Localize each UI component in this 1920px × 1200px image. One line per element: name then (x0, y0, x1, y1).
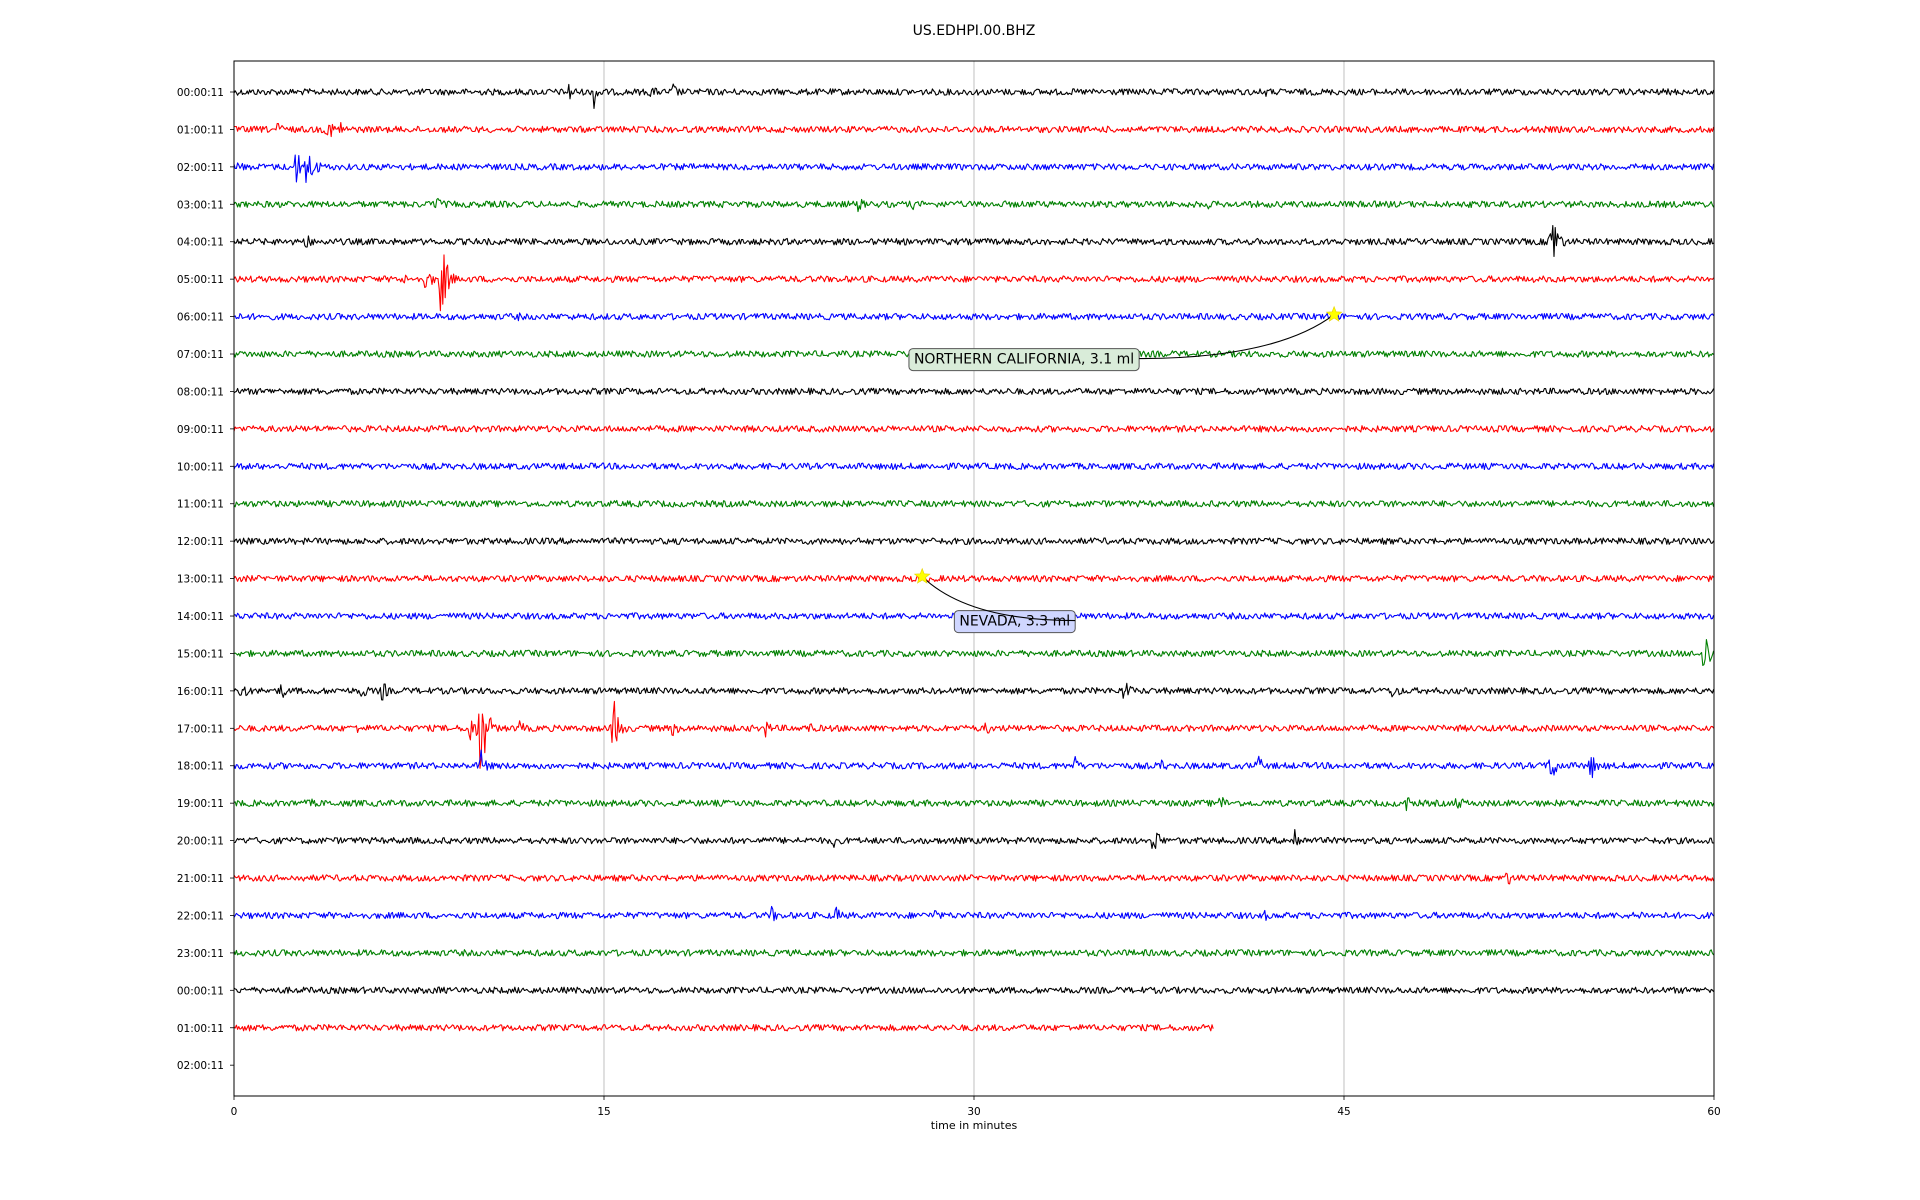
trace-13 (233, 574, 1715, 583)
trace-22 (233, 905, 1715, 922)
chart-title: US.EDHPI.00.BHZ (913, 23, 1036, 39)
y-tick-label: 18:00:11 (177, 761, 224, 773)
y-tick-label: 01:00:11 (177, 1023, 224, 1035)
x-axis-label: time in minutes (931, 1119, 1018, 1132)
trace-0 (233, 83, 1715, 109)
y-tick-label: 06:00:11 (177, 312, 224, 324)
event-annotations: NORTHERN CALIFORNIA, 3.1 ml NEVADA, 3.3 m… (908, 305, 1343, 634)
y-tick-label: 23:00:11 (177, 948, 224, 960)
y-tick-label: 09:00:11 (177, 424, 224, 436)
event-connector (921, 576, 1076, 622)
trace-12 (233, 537, 1715, 545)
y-tick-label: 11:00:11 (177, 499, 224, 511)
x-tick-label: 15 (597, 1106, 610, 1118)
trace-2 (233, 154, 1715, 184)
event-connector (1139, 314, 1335, 360)
y-tick-label: 20:00:11 (177, 836, 224, 848)
trace-5 (233, 254, 1715, 312)
x-tick-label: 30 (967, 1106, 980, 1118)
y-tick-label: 02:00:11 (177, 162, 224, 174)
event-star-icon (913, 567, 931, 584)
trace-25 (233, 1024, 1214, 1032)
event-label-box (908, 348, 1140, 372)
y-tick-label: 05:00:11 (177, 274, 224, 286)
event-label: NEVADA, 3.3 ml (959, 614, 1070, 630)
trace-18 (233, 749, 1715, 779)
x-axis-ticks: 0 15 30 45 60 (231, 1096, 1721, 1118)
trace-17 (233, 700, 1715, 769)
y-tick-label: 01:00:11 (177, 124, 224, 136)
y-tick-label: 14:00:11 (177, 611, 224, 623)
x-tick-label: 45 (1337, 1106, 1350, 1118)
y-tick-label: 07:00:11 (177, 349, 224, 361)
trace-6 (233, 312, 1715, 322)
trace-24 (233, 986, 1715, 995)
trace-4 (233, 224, 1714, 258)
trace-9 (233, 425, 1715, 433)
y-tick-label: 02:00:11 (177, 1060, 224, 1072)
event-label: NORTHERN CALIFORNIA, 3.1 ml (914, 352, 1134, 368)
y-tick-label: 03:00:11 (177, 199, 224, 211)
trace-10 (233, 462, 1715, 471)
trace-16 (233, 682, 1715, 701)
y-tick-label: 13:00:11 (177, 574, 224, 586)
trace-23 (233, 949, 1715, 957)
y-tick-label: 00:00:11 (177, 87, 224, 99)
y-tick-label: 19:00:11 (177, 798, 224, 810)
x-tick-label: 0 (231, 1106, 238, 1118)
y-tick-label: 15:00:11 (177, 648, 224, 660)
y-tick-label: 12:00:11 (177, 536, 224, 548)
trace-11 (233, 499, 1715, 508)
event-star-icon (1325, 305, 1343, 322)
trace-19 (233, 796, 1715, 812)
x-tick-label: 60 (1707, 1106, 1720, 1118)
y-axis-ticks: 00:00:11 01:00:11 02:00:11 03:00:11 04:00:11… (177, 87, 234, 1072)
trace-8 (233, 387, 1715, 396)
event-label-box (953, 610, 1076, 634)
y-tick-label: 22:00:11 (177, 910, 224, 922)
trace-21 (233, 872, 1715, 885)
y-tick-label: 16:00:11 (177, 686, 224, 698)
y-tick-label: 10:00:11 (177, 461, 224, 473)
y-tick-label: 21:00:11 (177, 873, 224, 885)
y-tick-label: 04:00:11 (177, 237, 224, 249)
y-tick-label: 17:00:11 (177, 723, 224, 735)
trace-3 (233, 197, 1715, 213)
y-tick-label: 08:00:11 (177, 386, 224, 398)
trace-1 (233, 121, 1715, 138)
trace-20 (234, 828, 1714, 849)
y-tick-label: 00:00:11 (177, 985, 224, 997)
trace-15 (233, 639, 1715, 666)
